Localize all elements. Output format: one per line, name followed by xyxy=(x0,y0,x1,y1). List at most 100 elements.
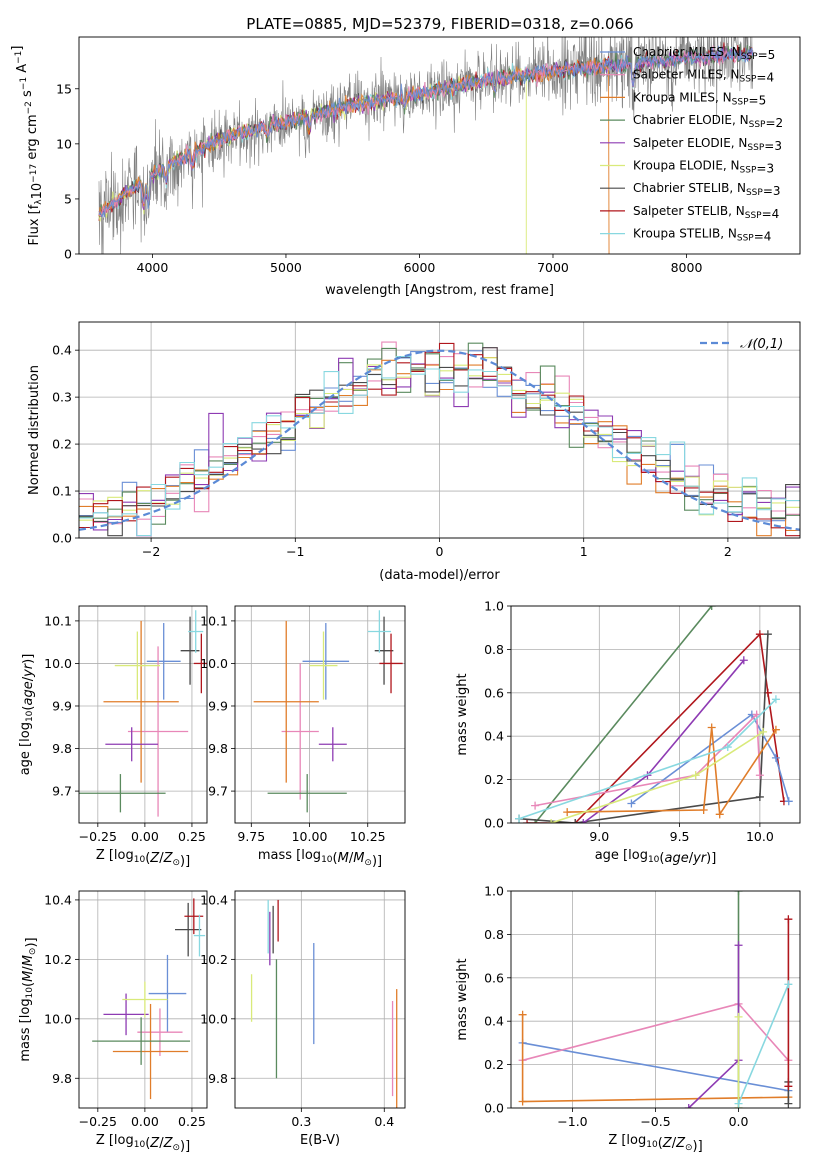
x-axis-label: E(B-V) xyxy=(300,1133,340,1148)
x-tick-label: −0.25 xyxy=(79,829,117,844)
figure-title: PLATE=0885, MJD=52379, FIBERID=0318, z=0… xyxy=(246,15,633,33)
weight-marker xyxy=(784,1099,793,1108)
weight-marker xyxy=(691,771,700,780)
y-axis-label: mass weight xyxy=(455,673,470,755)
y-tick-label: 10.4 xyxy=(44,892,72,907)
x-tick-label: 10.0 xyxy=(746,829,774,844)
y-tick-label: 0.6 xyxy=(484,970,504,985)
legend-label: Salpeter STELIB, NSSP=4 xyxy=(633,204,779,221)
x-tick-label: 1 xyxy=(580,544,588,559)
panel-age_vs_Z: −0.25 0.00 0.25 9.7 9.8 9.9 10.0 10.1 Z [log10(Z… xyxy=(18,605,208,869)
legend-label: Kroupa ELODIE, NSSP=3 xyxy=(633,159,774,176)
legend-label: 𝒩(0,1) xyxy=(740,337,783,352)
x-axis-label: Z [log10(Z/Z⊙)] xyxy=(608,1133,702,1154)
weight-line xyxy=(550,731,764,823)
panel-weight_vs_Z: −1.0 −0.5 0.0 0.0 0.2 0.4 0.6 0.8 1.0 Z [log10(Z/… xyxy=(455,884,801,1154)
weight-marker xyxy=(784,1082,793,1091)
legend-label: Chabrier ELODIE, NSSP=2 xyxy=(633,113,783,130)
y-tick-label: 10.1 xyxy=(200,613,228,628)
weight-marker xyxy=(755,771,764,780)
x-tick-label: 9.5 xyxy=(670,829,690,844)
y-tick-label: 9.9 xyxy=(208,698,228,713)
y-tick-label: 0.8 xyxy=(484,927,504,942)
y-axis-label: mass weight xyxy=(455,958,470,1040)
weight-marker xyxy=(739,656,748,665)
y-axis-label: Flux [fλ10−17 erg cm−2 s−1 A−1] xyxy=(10,46,45,246)
y-tick-label: 0.0 xyxy=(484,1101,504,1116)
weight-marker xyxy=(763,630,772,639)
y-tick-label: 0.8 xyxy=(484,642,504,657)
y-tick-label: 10.0 xyxy=(200,1011,228,1026)
weight-marker xyxy=(518,1097,527,1106)
x-tick-label: 7000 xyxy=(537,260,569,275)
panel-mass_vs_Z: −0.25 0.00 0.25 9.8 10.0 10.2 10.4 Z [log10(Z/Z… xyxy=(18,890,208,1154)
y-tick-label: 0.2 xyxy=(484,1057,504,1072)
weight-marker xyxy=(707,606,716,610)
x-tick-label: −1 xyxy=(286,544,304,559)
weight-marker xyxy=(707,723,716,732)
y-tick-label: 0 xyxy=(64,247,72,262)
legend-label: Chabrier STELIB, NSSP=3 xyxy=(633,181,781,198)
y-tick-label: 9.8 xyxy=(52,741,72,756)
panel-age_vs_mass: 9.75 10.00 10.25 9.7 9.8 9.9 10.0 10.1 mass [log… xyxy=(200,605,406,869)
weight-marker xyxy=(579,819,588,823)
x-tick-label: −1.0 xyxy=(557,1114,587,1129)
y-tick-label: 0.2 xyxy=(52,437,72,452)
plot-area xyxy=(518,891,793,1108)
weight-line xyxy=(567,727,777,817)
weight-marker xyxy=(684,1104,693,1108)
x-axis-label: (data-model)/error xyxy=(379,568,500,583)
weight-marker xyxy=(734,891,743,895)
plot-area xyxy=(92,898,206,1100)
axes-frame xyxy=(78,321,801,539)
weight-marker xyxy=(515,814,524,823)
weight-line xyxy=(688,945,740,1108)
plot-area xyxy=(79,341,800,537)
y-tick-label: 0.2 xyxy=(484,772,504,787)
y-tick-label: 0.3 xyxy=(52,390,72,405)
x-axis-label: mass [log10(M/M⊙)] xyxy=(258,848,382,869)
panel-residual_hist: −2 −1 0 1 2 0.0 0.1 0.2 0.3 0.4 𝒩(0,1) (data-model)… xyxy=(27,321,801,583)
weight-marker xyxy=(547,819,556,823)
legend-label: Kroupa STELIB, NSSP=4 xyxy=(633,227,771,244)
axes-frame xyxy=(78,890,208,1109)
y-tick-label: 0.4 xyxy=(484,729,504,744)
y-tick-label: 0.4 xyxy=(484,1014,504,1029)
y-tick-label: 10.0 xyxy=(44,656,72,671)
weight-marker xyxy=(699,805,708,814)
spectrum-model-line xyxy=(98,45,754,217)
plot-area xyxy=(79,610,207,817)
plot-area xyxy=(250,899,398,1108)
weight-marker xyxy=(755,792,764,801)
y-tick-label: 9.8 xyxy=(52,1071,72,1086)
legend-label: Salpeter MILES, NSSP=4 xyxy=(633,68,774,85)
y-axis-label: Normed distribution xyxy=(27,365,42,495)
y-tick-label: 9.7 xyxy=(208,784,228,799)
x-tick-label: 0.3 xyxy=(291,1114,311,1129)
axes-frame xyxy=(78,36,801,255)
y-tick-label: 9.7 xyxy=(52,784,72,799)
legend-label: Chabrier MILES, NSSP=5 xyxy=(633,45,775,62)
weight-marker xyxy=(734,941,743,950)
weight-marker xyxy=(784,915,793,924)
y-tick-label: 0.0 xyxy=(484,816,504,831)
y-tick-label: 9.9 xyxy=(52,698,72,713)
weight-marker xyxy=(518,1010,527,1019)
y-tick-label: 0.6 xyxy=(484,685,504,700)
weight-line xyxy=(737,983,790,1105)
weight-marker xyxy=(571,819,580,823)
x-tick-label: 4000 xyxy=(137,260,169,275)
legend-label: Kroupa MILES, NSSP=5 xyxy=(633,90,766,107)
x-axis-label: Z [log10(Z/Z⊙)] xyxy=(96,848,190,869)
plot-area xyxy=(515,606,793,823)
weight-line xyxy=(534,606,713,823)
x-tick-label: 9.75 xyxy=(237,829,265,844)
weight-marker xyxy=(531,801,540,810)
weight-line xyxy=(582,659,745,823)
legend-label: Salpeter ELODIE, NSSP=3 xyxy=(633,136,782,153)
weight-marker xyxy=(784,980,793,989)
weight-marker xyxy=(627,799,636,808)
weight-marker xyxy=(771,753,780,762)
x-tick-label: 0.4 xyxy=(374,1114,394,1129)
y-tick-label: 0.4 xyxy=(52,343,72,358)
